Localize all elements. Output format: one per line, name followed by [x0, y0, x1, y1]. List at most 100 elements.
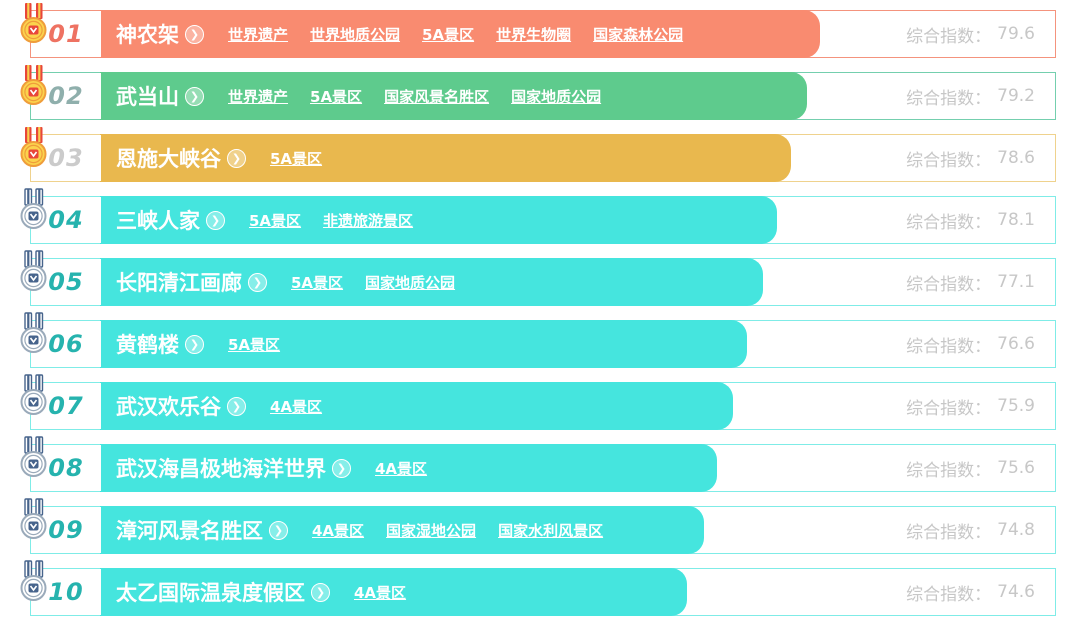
ranking-row: 06 黄鹤楼 ❯ 5A景区 综合指数： 76.6: [20, 312, 1056, 368]
tag-link[interactable]: 5A景区: [291, 273, 344, 292]
chevron-right-circle-icon[interactable]: ❯: [185, 24, 204, 44]
chevron-right-circle-icon[interactable]: ❯: [185, 334, 204, 354]
rank-number: 06: [48, 330, 84, 358]
composite-index-label: 综合指数：: [906, 26, 992, 47]
spot-name-link[interactable]: 恩施大峡谷 ❯: [116, 143, 246, 173]
rank-number: 10: [48, 578, 84, 606]
composite-index-label: 综合指数：: [906, 336, 992, 357]
rank-number: 01: [48, 20, 84, 48]
composite-index-label: 综合指数：: [906, 88, 992, 109]
tag-link[interactable]: 5A景区: [249, 211, 302, 230]
chevron-right-circle-icon[interactable]: ❯: [269, 520, 288, 540]
chevron-right-circle-icon[interactable]: ❯: [185, 86, 204, 106]
tag-link[interactable]: 5A景区: [310, 87, 363, 106]
spot-name: 太乙国际温泉度假区: [116, 581, 305, 605]
chevron-right-circle-icon[interactable]: ❯: [248, 272, 267, 292]
rank-number: 09: [48, 516, 84, 544]
ranking-row: 10 太乙国际温泉度假区 ❯ 4A景区 综合指数： 74.6: [20, 560, 1056, 616]
composite-index-value: 77.1: [997, 272, 1035, 292]
spot-name-link[interactable]: 漳河风景名胜区 ❯: [116, 515, 288, 545]
ranking-row: 03 恩施大峡谷 ❯ 5A景区 综合指数： 78.6: [20, 127, 1056, 182]
spot-name: 三峡人家: [116, 209, 200, 233]
tag-link[interactable]: 国家地质公园: [365, 273, 456, 292]
spot-name: 恩施大峡谷: [116, 147, 221, 171]
spot-name-link[interactable]: 三峡人家 ❯: [116, 205, 225, 235]
tag-list: 世界遗产 世界地质公园 5A景区 世界生物圈 国家森林公园: [228, 24, 683, 45]
composite-index: 综合指数： 75.6: [906, 445, 1035, 491]
medal-icon: [20, 436, 47, 477]
chevron-right-circle-icon[interactable]: ❯: [227, 396, 246, 416]
tag-link[interactable]: 国家地质公园: [511, 87, 602, 106]
rank-box: 02: [31, 73, 101, 119]
chevron-right-circle-icon[interactable]: ❯: [332, 458, 351, 478]
medal-icon: [20, 3, 47, 43]
tag-link[interactable]: 4A景区: [354, 583, 407, 602]
tag-link[interactable]: 5A景区: [228, 335, 281, 354]
spot-name: 武汉欢乐谷: [116, 395, 221, 419]
spot-name: 神农架: [116, 23, 179, 47]
composite-index-label: 综合指数：: [906, 212, 992, 233]
tag-link[interactable]: 国家风景名胜区: [384, 87, 490, 106]
rank-number: 05: [48, 268, 84, 296]
medal-icon: [20, 560, 47, 601]
score-bar: 太乙国际温泉度假区 ❯ 4A景区: [100, 568, 687, 616]
chevron-right-circle-icon[interactable]: ❯: [227, 148, 246, 168]
tag-link[interactable]: 世界遗产: [228, 25, 289, 44]
tag-list: 4A景区 国家湿地公园 国家水利风景区: [312, 520, 603, 541]
tag-link[interactable]: 国家森林公园: [593, 25, 684, 44]
rank-number: 03: [48, 144, 84, 172]
spot-name-link[interactable]: 神农架 ❯: [116, 19, 204, 49]
spot-name-link[interactable]: 太乙国际温泉度假区 ❯: [116, 577, 330, 607]
composite-index: 综合指数： 76.6: [906, 321, 1035, 367]
score-bar: 武当山 ❯ 世界遗产 5A景区 国家风景名胜区 国家地质公园: [100, 72, 807, 120]
ranking-row: 07 武汉欢乐谷 ❯ 4A景区 综合指数： 75.9: [20, 374, 1056, 430]
composite-index: 综合指数： 79.6: [906, 11, 1035, 57]
tag-link[interactable]: 世界生物圈: [496, 25, 572, 44]
spot-name-link[interactable]: 武汉海昌极地海洋世界 ❯: [116, 453, 351, 483]
tag-link[interactable]: 世界地质公园: [310, 25, 401, 44]
composite-index-value: 75.9: [997, 396, 1035, 416]
score-bar: 武汉海昌极地海洋世界 ❯ 4A景区: [100, 444, 717, 492]
ranking-row: 08 武汉海昌极地海洋世界 ❯ 4A景区 综合指数： 75.6: [20, 436, 1056, 492]
spot-name-link[interactable]: 武汉欢乐谷 ❯: [116, 391, 246, 421]
tag-link[interactable]: 4A景区: [270, 397, 323, 416]
ranking-row: 05 长阳清江画廊 ❯ 5A景区 国家地质公园 综合指数： 77.1: [20, 250, 1056, 306]
medal-icon: [20, 312, 47, 353]
medal-icon: [20, 188, 47, 229]
tag-link[interactable]: 5A景区: [422, 25, 475, 44]
ranking-row: 09 漳河风景名胜区 ❯ 4A景区 国家湿地公园 国家水利风景区 综合指数： 74.…: [20, 498, 1056, 554]
spot-name: 武汉海昌极地海洋世界: [116, 457, 326, 481]
score-bar: 武汉欢乐谷 ❯ 4A景区: [100, 382, 733, 430]
spot-name: 黄鹤楼: [116, 333, 179, 357]
tag-list: 5A景区 国家地质公园: [291, 272, 455, 293]
tag-list: 5A景区 非遗旅游景区: [249, 210, 413, 231]
tag-link[interactable]: 4A景区: [375, 459, 428, 478]
tag-list: 4A景区: [270, 396, 322, 417]
chevron-right-circle-icon[interactable]: ❯: [206, 210, 225, 230]
spot-name-link[interactable]: 武当山 ❯: [116, 81, 204, 111]
ranking-row: 01 神农架 ❯ 世界遗产 世界地质公园 5A景区 世界生物圈 国家森林公园 综合指数：…: [20, 3, 1056, 58]
chevron-right-circle-icon[interactable]: ❯: [311, 582, 330, 602]
spot-name-link[interactable]: 黄鹤楼 ❯: [116, 329, 204, 359]
score-bar: 长阳清江画廊 ❯ 5A景区 国家地质公园: [100, 258, 763, 306]
medal-icon: [20, 374, 47, 415]
tag-link[interactable]: 5A景区: [270, 149, 323, 168]
score-bar: 恩施大峡谷 ❯ 5A景区: [100, 134, 791, 182]
score-bar: 神农架 ❯ 世界遗产 世界地质公园 5A景区 世界生物圈 国家森林公园: [100, 10, 820, 58]
tag-link[interactable]: 世界遗产: [228, 87, 289, 106]
spot-name: 漳河风景名胜区: [116, 519, 263, 543]
tag-link[interactable]: 国家湿地公园: [386, 521, 477, 540]
medal-icon: [20, 498, 47, 539]
composite-index-label: 综合指数：: [906, 150, 992, 171]
tag-link[interactable]: 非遗旅游景区: [323, 211, 414, 230]
rank-number: 08: [48, 454, 84, 482]
tag-link[interactable]: 国家水利风景区: [498, 521, 604, 540]
tag-link[interactable]: 4A景区: [312, 521, 365, 540]
medal-icon: [20, 65, 47, 105]
composite-index-label: 综合指数：: [906, 584, 992, 605]
composite-index-label: 综合指数：: [906, 522, 992, 543]
tag-list: 5A景区: [270, 148, 322, 169]
spot-name-link[interactable]: 长阳清江画廊 ❯: [116, 267, 267, 297]
composite-index-label: 综合指数：: [906, 398, 992, 419]
composite-index-value: 75.6: [997, 458, 1035, 478]
